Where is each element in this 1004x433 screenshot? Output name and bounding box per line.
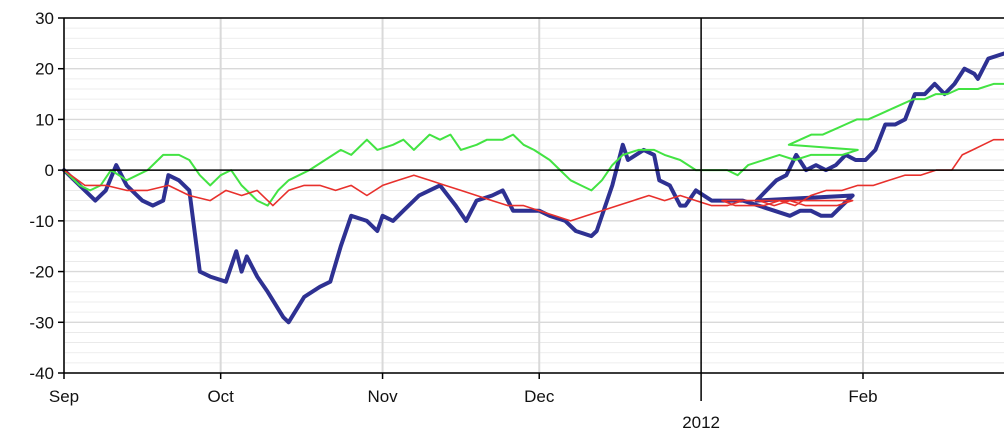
y-tick-label: 30 — [35, 9, 54, 28]
x-tick-label: Dec — [524, 387, 555, 406]
series-layer — [62, 51, 1004, 325]
y-tick-label: 0 — [45, 161, 54, 180]
y-tick-label: -40 — [29, 364, 54, 383]
y-tick-label: 20 — [35, 60, 54, 79]
series-line-2 — [63, 82, 1004, 207]
grid-layer — [63, 17, 1004, 374]
x-tick-label: Oct — [207, 387, 234, 406]
x-tick-label: Feb — [848, 387, 877, 406]
series-line-1 — [62, 51, 1004, 325]
series-line-3 — [63, 138, 1004, 222]
y-tick-label: -10 — [29, 212, 54, 231]
y-tick-label: 10 — [35, 110, 54, 129]
x-tick-label: Sep — [49, 387, 79, 406]
label-layer: 30 20 10 0 -10 -20 -30 -40 Sep Oct Nov Dec Feb 2012 — [29, 9, 877, 432]
axis-layer — [58, 17, 1004, 401]
y-tick-label: -20 — [29, 263, 54, 282]
year-label: 2012 — [682, 413, 720, 432]
x-tick-label: Nov — [367, 387, 398, 406]
y-tick-label: -30 — [29, 313, 54, 332]
